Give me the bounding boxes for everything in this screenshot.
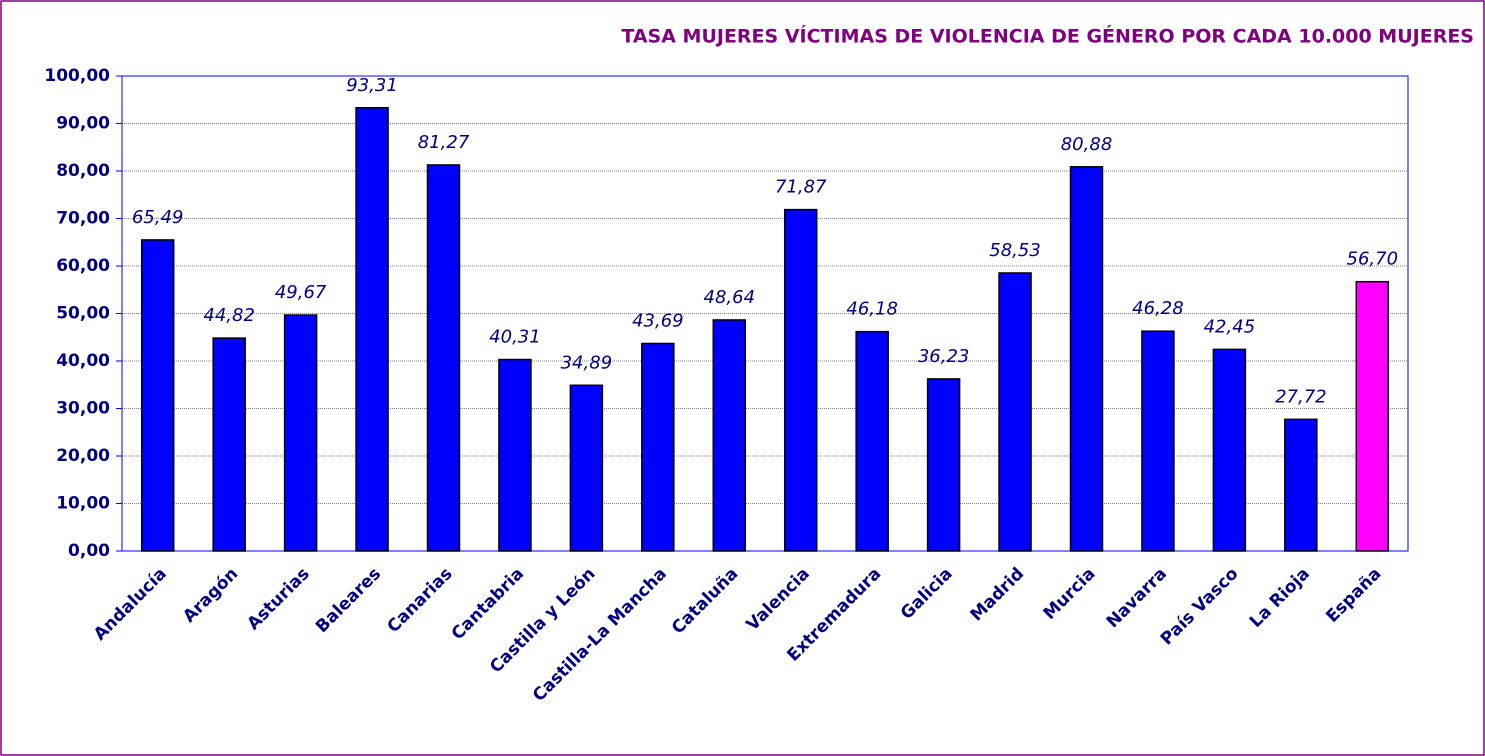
bar bbox=[283, 314, 318, 552]
bar bbox=[1141, 330, 1175, 552]
y-tick-label: 60,00 bbox=[56, 256, 110, 276]
bar bbox=[212, 337, 246, 552]
bar bbox=[855, 330, 889, 552]
value-label: 80,88 bbox=[1061, 134, 1113, 155]
bar bbox=[926, 378, 961, 552]
value-label: 65,49 bbox=[132, 207, 184, 228]
value-label: 81,27 bbox=[418, 132, 470, 153]
bar bbox=[998, 272, 1032, 552]
value-label: 93,31 bbox=[346, 75, 398, 96]
y-tick-label: 50,00 bbox=[56, 304, 110, 324]
value-label: 40,31 bbox=[489, 327, 541, 348]
y-tick-label: 10,00 bbox=[56, 494, 110, 514]
bar bbox=[1212, 348, 1247, 552]
y-tick-label: 40,00 bbox=[56, 351, 110, 371]
value-label: 46,28 bbox=[1132, 298, 1184, 319]
chart-title: TASA MUJERES VÍCTIMAS DE VIOLENCIA DE GÉ… bbox=[621, 25, 1474, 48]
bar bbox=[140, 239, 175, 552]
bar bbox=[426, 164, 461, 552]
bar bbox=[712, 319, 747, 552]
plot-frame bbox=[121, 75, 1409, 552]
value-label: 58,53 bbox=[989, 240, 1041, 261]
value-label: 44,82 bbox=[203, 305, 255, 326]
bar bbox=[1355, 280, 1390, 552]
bar bbox=[498, 358, 532, 552]
bar bbox=[355, 107, 389, 552]
bar bbox=[641, 342, 675, 552]
value-label: 42,45 bbox=[1204, 316, 1256, 337]
value-label: 27,72 bbox=[1275, 386, 1327, 407]
y-tick-label: 0,00 bbox=[68, 541, 110, 561]
bar bbox=[783, 208, 818, 552]
y-tick-label: 70,00 bbox=[56, 209, 110, 229]
y-tick-label: 100,00 bbox=[44, 66, 110, 86]
value-label: 34,89 bbox=[561, 352, 613, 373]
value-label: 49,67 bbox=[275, 282, 327, 303]
y-tick-label: 30,00 bbox=[56, 399, 110, 419]
value-label: 71,87 bbox=[775, 177, 827, 198]
y-tick-label: 90,00 bbox=[56, 114, 110, 134]
value-label: 43,69 bbox=[632, 310, 684, 331]
value-label: 48,64 bbox=[704, 287, 756, 308]
y-tick-label: 80,00 bbox=[56, 161, 110, 181]
bar bbox=[1284, 418, 1318, 552]
value-label: 46,18 bbox=[846, 299, 898, 320]
y-tick-label: 20,00 bbox=[56, 446, 110, 466]
bar bbox=[569, 384, 604, 552]
value-label: 36,23 bbox=[918, 346, 970, 367]
bar bbox=[1069, 166, 1104, 552]
value-label: 56,70 bbox=[1347, 249, 1399, 270]
